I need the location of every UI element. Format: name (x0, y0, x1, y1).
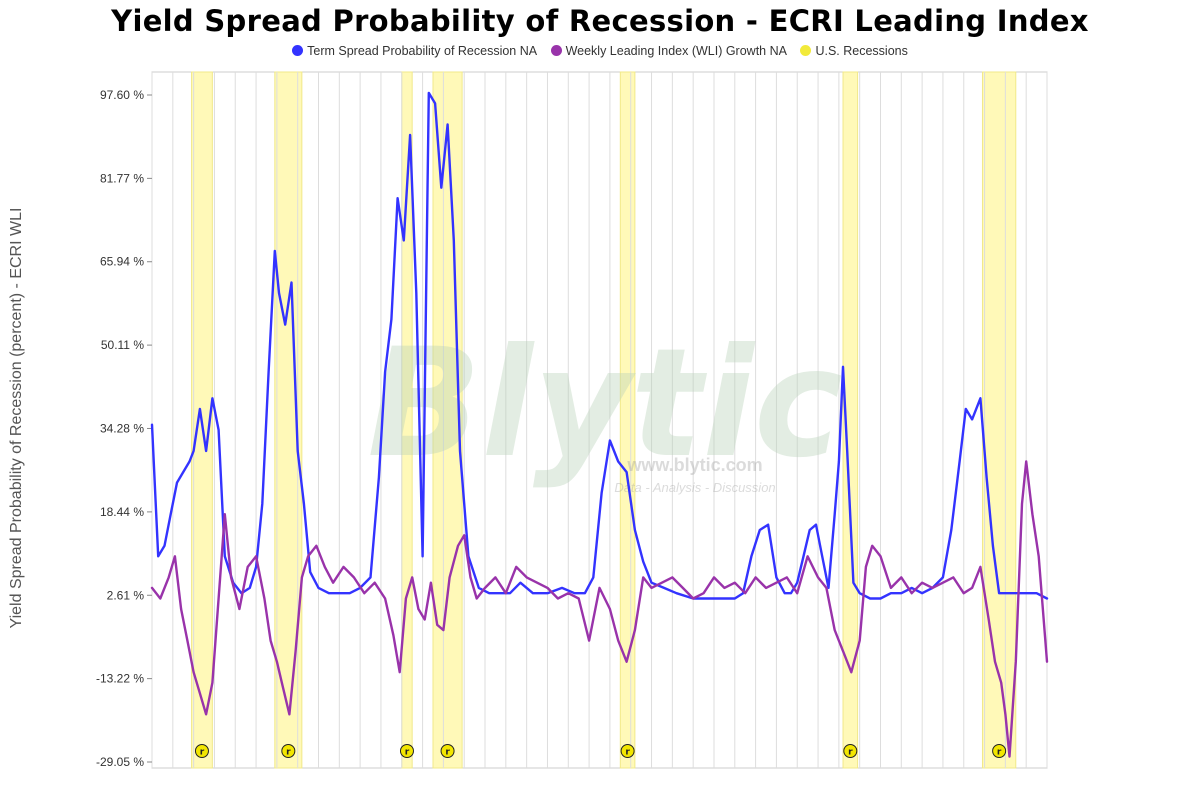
event-marker-3[interactable]: r (440, 744, 455, 758)
svg-text:r: r (997, 748, 1002, 758)
event-marker-6[interactable]: r (992, 744, 1007, 758)
watermark-logo: Blytic (367, 317, 843, 491)
y-tick-label-7: -13.22 % (96, 672, 144, 686)
y-tick-label-0: 97.60 % (100, 88, 144, 102)
recession-band-4 (619, 71, 636, 769)
y-axis-ticks: 97.60 % 81.77 % 65.94 % 50.11 % 34.28 % 18.44… (96, 88, 152, 769)
y-tick-label-8: -29.05 % (96, 755, 144, 769)
y-tick-label-1: 81.77 % (100, 171, 144, 185)
legend-dot-wli-growth (550, 45, 562, 56)
chart-legend: Term Spread Probability of Recession NA … (0, 44, 1200, 58)
svg-text:r: r (286, 748, 291, 758)
legend-label-recessions: U.S. Recessions (815, 44, 908, 58)
series-lines (150, 91, 1049, 758)
event-marker-4[interactable]: r (620, 744, 635, 758)
chart-title: Yield Spread Probability of Recession - … (111, 4, 1089, 38)
svg-text:r: r (405, 748, 410, 758)
legend-label-wli-growth: Weekly Leading Index (WLI) Growth NA (565, 44, 787, 58)
event-marker-2[interactable]: r (399, 744, 414, 758)
watermark-tagline: Data - Analysis - Discussion (614, 480, 775, 495)
recession-band-6 (981, 71, 1017, 769)
svg-text:r: r (200, 748, 205, 758)
legend-dot-term-spread (292, 45, 304, 56)
watermark-url: www.blytic.com (626, 455, 762, 475)
legend-dot-recessions (800, 45, 812, 56)
svg-text:r: r (445, 748, 450, 758)
legend-item-recessions[interactable]: U.S. Recessions (800, 44, 908, 58)
event-marker-5[interactable]: r (843, 744, 858, 758)
y-tick-label-6: 2.61 % (107, 588, 145, 602)
recession-band-5 (842, 71, 859, 769)
series-line-wli-growth (150, 460, 1049, 758)
legend-item-term-spread[interactable]: Term Spread Probability of Recession NA (292, 44, 537, 58)
watermark: Blytic www.blytic.com Data - Analysis - … (367, 317, 843, 495)
recession-band-3 (432, 71, 463, 769)
legend-label-term-spread: Term Spread Probability of Recession NA (307, 44, 538, 58)
y-tick-label-5: 18.44 % (100, 505, 144, 519)
event-marker-0[interactable]: r (194, 744, 209, 758)
y-tick-label-2: 65.94 % (100, 255, 144, 269)
series-line-term-spread (150, 91, 1049, 600)
legend-item-wli-growth[interactable]: Weekly Leading Index (WLI) Growth NA (550, 44, 787, 58)
y-tick-label-4: 34.28 % (100, 421, 144, 435)
svg-text:r: r (625, 748, 630, 758)
event-marker-1[interactable]: r (281, 744, 296, 758)
svg-text:r: r (848, 748, 853, 758)
y-tick-label-3: 50.11 % (101, 338, 144, 352)
